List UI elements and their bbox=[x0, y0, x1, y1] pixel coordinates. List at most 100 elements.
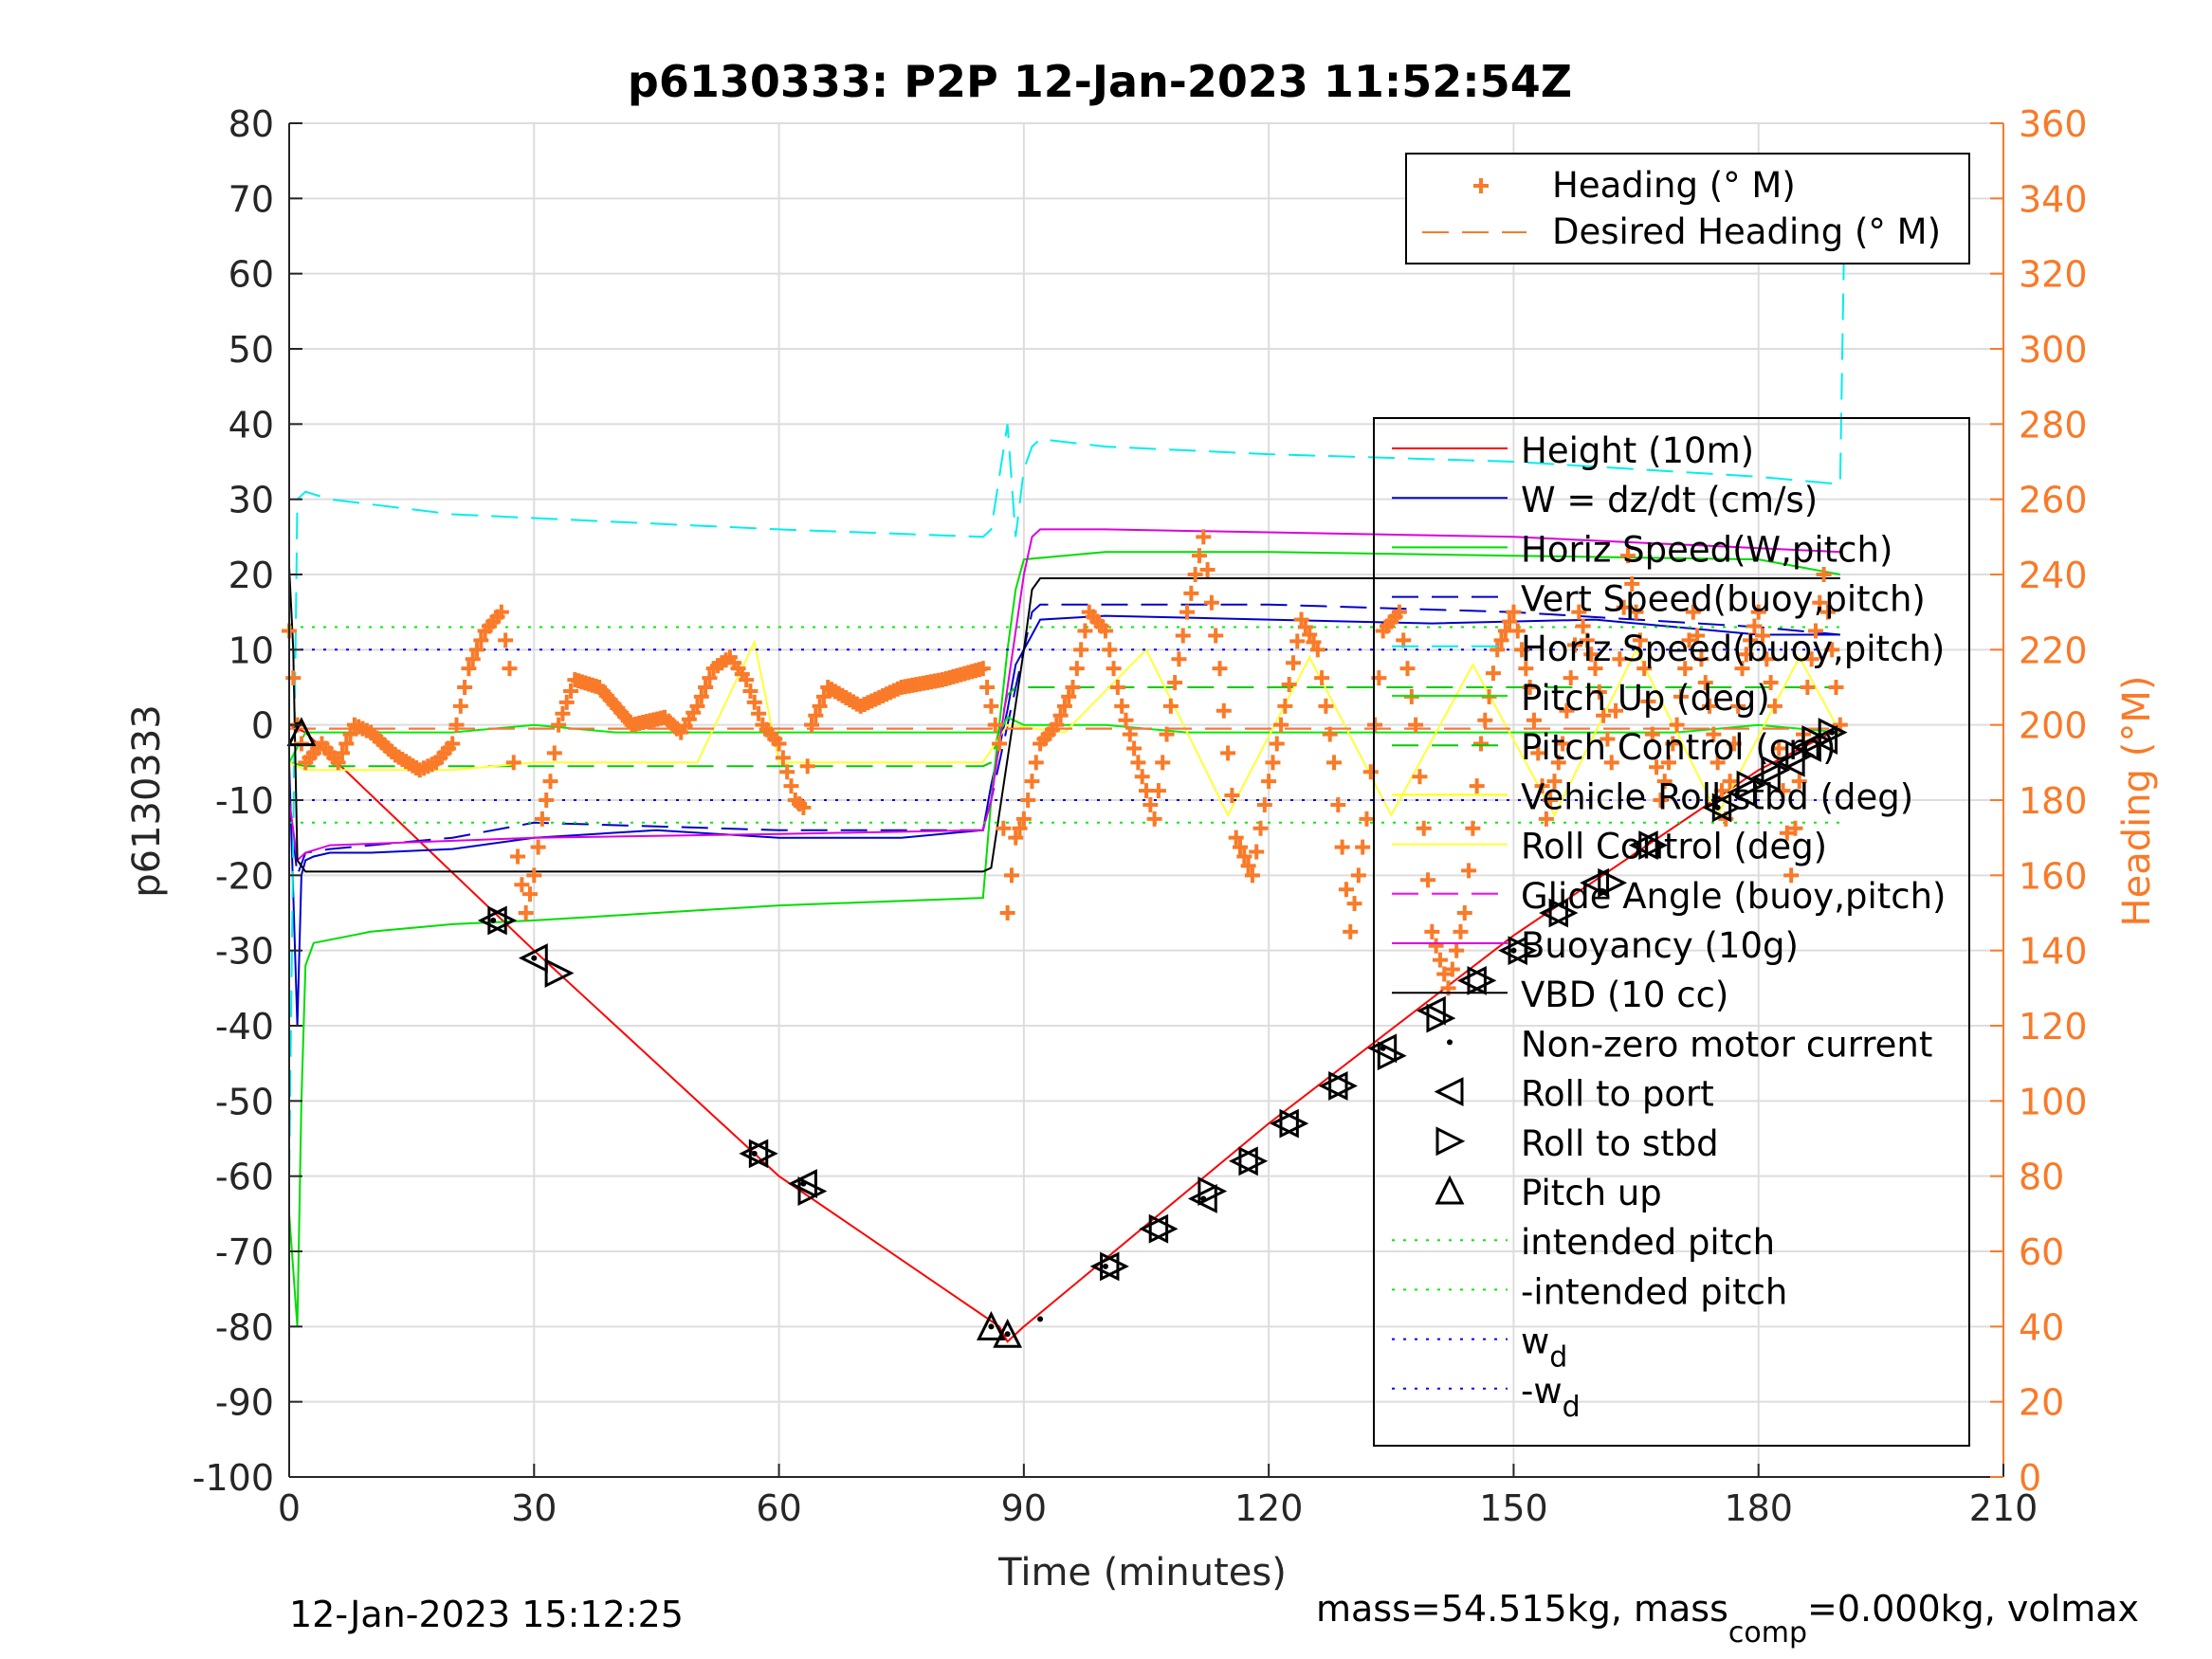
heading-point-300 bbox=[1469, 778, 1485, 794]
x-tick-label-7: 210 bbox=[1969, 1487, 2038, 1529]
heading-point-321 bbox=[1555, 736, 1571, 752]
heading-point-287 bbox=[1416, 820, 1432, 836]
heading-point-243 bbox=[1236, 848, 1252, 865]
heading-point-345 bbox=[1653, 793, 1669, 808]
heading-point-204 bbox=[1077, 623, 1093, 639]
roll-to-port-marker-9 bbox=[1318, 1071, 1348, 1101]
heading-point-220 bbox=[1143, 796, 1159, 812]
heading-point-223 bbox=[1155, 755, 1171, 771]
heading-point-359 bbox=[1709, 755, 1726, 771]
roll-to-port-marker-13 bbox=[1498, 936, 1527, 966]
heading-point-180 bbox=[979, 680, 996, 695]
y-tick-label-right-0: 360 bbox=[2019, 103, 2088, 145]
pitch-up-marker-2 bbox=[993, 1318, 1023, 1348]
heading-point-221 bbox=[1146, 811, 1162, 827]
heading-point-305 bbox=[1490, 642, 1506, 658]
roll-to-stbd-marker-20 bbox=[1785, 739, 1816, 770]
legend-main-label-16: intended pitch bbox=[1521, 1222, 1775, 1263]
heading-point-282 bbox=[1396, 632, 1412, 648]
y-tick-label-right-10: 160 bbox=[2019, 855, 2088, 897]
heading-point-338 bbox=[1624, 575, 1640, 592]
x-tick-label-4: 120 bbox=[1234, 1487, 1304, 1529]
heading-point-372 bbox=[1763, 675, 1779, 691]
series-vbd-10-cc bbox=[288, 567, 1840, 873]
heading-point-250 bbox=[1265, 755, 1281, 771]
series-pitch-up-deg bbox=[288, 716, 1840, 763]
heading-point-68 bbox=[551, 717, 567, 733]
heading-point-47 bbox=[465, 651, 481, 667]
heading-point-126 bbox=[775, 750, 791, 766]
legend-main-label-8: Roll Control (deg) bbox=[1521, 827, 1827, 867]
heading-point-348 bbox=[1665, 736, 1681, 752]
heading-point-315 bbox=[1530, 745, 1546, 761]
legend-main-label-2: Horiz Speed(W,pitch) bbox=[1521, 529, 1892, 570]
heading-point-274 bbox=[1362, 764, 1379, 780]
heading-point-337 bbox=[1619, 548, 1636, 564]
legend-main: Height (10m) W = dz/dt (cm/s) Horiz Speed(… bbox=[1373, 417, 1970, 1447]
heading-point-247 bbox=[1252, 820, 1269, 836]
heading-point-349 bbox=[1669, 717, 1685, 733]
heading-point-56 bbox=[502, 661, 518, 677]
heading-point-379 bbox=[1791, 774, 1807, 790]
heading-point-308 bbox=[1502, 613, 1518, 629]
heading-point-323 bbox=[1563, 670, 1579, 686]
heading-point-381 bbox=[1800, 680, 1816, 695]
roll-to-stbd-marker-14 bbox=[1548, 898, 1579, 928]
heading-point-190 bbox=[1020, 793, 1036, 808]
heading-point-353 bbox=[1685, 604, 1701, 620]
heading-point-358 bbox=[1706, 726, 1722, 742]
non-zero-motor-current-marker-6 bbox=[1004, 1331, 1011, 1338]
y-tick-label-right-7: 220 bbox=[2019, 629, 2088, 671]
non-zero-motor-current-marker-3 bbox=[751, 1150, 758, 1157]
heading-point-314 bbox=[1526, 712, 1542, 728]
heading-point-225 bbox=[1162, 698, 1179, 714]
heading-point-363 bbox=[1726, 736, 1742, 752]
heading-point-118 bbox=[742, 683, 759, 699]
heading-point-270 bbox=[1346, 896, 1362, 912]
heading-point-253 bbox=[1277, 698, 1293, 714]
heading-point-346 bbox=[1656, 774, 1673, 790]
roll-to-stbd-marker-16 bbox=[1638, 830, 1669, 861]
heading-point-246 bbox=[1249, 844, 1265, 860]
non-zero-motor-current-marker-2 bbox=[531, 955, 538, 961]
heading-point-210 bbox=[1102, 642, 1118, 658]
heading-point-233 bbox=[1196, 529, 1212, 545]
heading-point-42 bbox=[445, 736, 461, 752]
heading-point-311 bbox=[1514, 642, 1530, 658]
heading-point-265 bbox=[1326, 755, 1343, 771]
heading-point-198 bbox=[1052, 707, 1069, 723]
heading-point-54 bbox=[493, 604, 509, 620]
y-tick-label-left-9: -10 bbox=[215, 780, 274, 822]
heading-point-192 bbox=[1028, 755, 1044, 771]
marker-layer bbox=[286, 717, 1848, 1348]
roll-to-stbd-marker-22 bbox=[1818, 718, 1848, 748]
heading-point-44 bbox=[452, 698, 468, 714]
heading-point-263 bbox=[1318, 698, 1334, 714]
heading-point-327 bbox=[1579, 632, 1595, 648]
heading-point-288 bbox=[1420, 872, 1436, 888]
heading-point-57 bbox=[505, 755, 521, 771]
series-buoyancy-10g bbox=[288, 528, 1840, 863]
heading-point-48 bbox=[469, 642, 485, 658]
roll-to-port-marker-19 bbox=[1750, 762, 1781, 793]
heading-point-255 bbox=[1285, 655, 1301, 671]
heading-point-344 bbox=[1649, 759, 1665, 775]
heading-point-360 bbox=[1713, 783, 1729, 799]
non-zero-motor-current-marker-1 bbox=[490, 917, 497, 923]
heading-point-183 bbox=[992, 736, 1008, 752]
heading-point-320 bbox=[1550, 755, 1566, 771]
roll-to-port-marker-17 bbox=[1702, 793, 1732, 823]
y-tick-label-right-18: 0 bbox=[2019, 1457, 2041, 1499]
heading-point-342 bbox=[1640, 693, 1656, 709]
y-tick-label-left-3: 50 bbox=[229, 329, 274, 371]
heading-point-382 bbox=[1803, 651, 1819, 667]
heading-point-128 bbox=[783, 778, 799, 794]
series-roll-control-deg bbox=[288, 639, 1841, 818]
heading-point-385 bbox=[1816, 567, 1832, 582]
heading-point-254 bbox=[1281, 677, 1297, 693]
heading-point-245 bbox=[1244, 867, 1260, 884]
roll-to-port-marker-12 bbox=[1457, 965, 1487, 995]
roll-to-port-marker-3 bbox=[788, 1169, 817, 1199]
heading-point-252 bbox=[1273, 717, 1289, 733]
y-tick-label-right-9: 180 bbox=[2019, 780, 2088, 822]
